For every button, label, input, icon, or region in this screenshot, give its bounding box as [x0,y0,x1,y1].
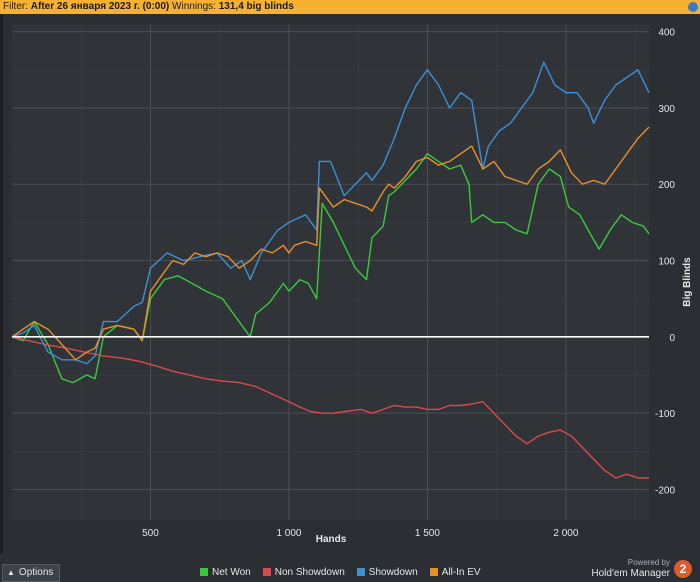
powered-by-text: Powered by [627,558,670,567]
grid [12,24,649,520]
close-filter-icon[interactable] [688,2,698,12]
legend-item: Net Won [200,567,251,578]
y-tick-label: 0 [669,333,675,344]
legend-label: All-In EV [441,566,481,578]
x-tick-label: 2 000 [553,528,578,539]
y-tick-label: 300 [658,104,675,115]
series-line [11,126,650,361]
hm2-logo-icon: 2 [674,560,692,578]
chart-container: 500 1 000 1 500 2 000 400 300 200 100 0 -100 -200 … [0,14,700,554]
y-tick-label: 100 [658,257,675,268]
left-edge-divider [0,14,3,554]
legend-swatch [200,568,208,576]
tick-labels: 500 1 000 1 500 2 000 400 300 200 100 0 -100 -200 [142,28,675,539]
plot-area [12,24,649,520]
options-button[interactable]: ▲ Options [2,564,61,582]
x-tick-label: 500 [142,528,159,539]
legend-swatch [429,568,438,576]
series-line [11,336,649,479]
x-tick-label: 1 500 [415,528,440,539]
y-tick-label: -100 [655,409,675,420]
series-lines [11,61,650,479]
legend-swatch [262,568,271,576]
filter-label: Filter: [3,1,28,12]
legend-item: Non Showdown [262,566,345,578]
chart-legend: Net Won Non Showdown Showdown All-In EV [200,564,493,580]
legend-swatch [356,568,365,576]
legend-item: Showdown [356,566,418,578]
legend-label: Non Showdown [274,566,345,578]
brand-name: Hold'em Manager [591,568,670,579]
caret-up-icon: ▲ [7,568,15,577]
legend-label: Net Won [212,566,251,578]
y-tick-label: -200 [655,485,675,496]
brand: Powered by Hold'em Manager 2 [582,556,692,580]
y-tick-label: 400 [658,28,675,39]
winnings-chart: 500 1 000 1 500 2 0004003002001000-100-200 … [11,24,693,545]
options-label: Options [18,567,54,578]
filter-value: After 26 января 2023 г. (0:00) [30,1,170,12]
winnings-value: 131,4 big blinds [218,1,294,12]
winnings-label: Winnings: [172,1,216,12]
series-line [11,61,650,365]
x-axis-label: Hands [316,534,347,545]
y-tick-label: 200 [658,180,675,191]
footer: ▲ Options Net Won Non Showdown Showdown All-… [0,554,700,582]
legend-label: Showdown [368,566,418,578]
y-axis-label: Big Blinds [682,257,693,307]
filter-bar: Filter: After 26 января 2023 г. (0:00) W… [0,0,700,14]
legend-item: All-In EV [429,566,481,578]
x-tick-label: 1 000 [276,528,301,539]
